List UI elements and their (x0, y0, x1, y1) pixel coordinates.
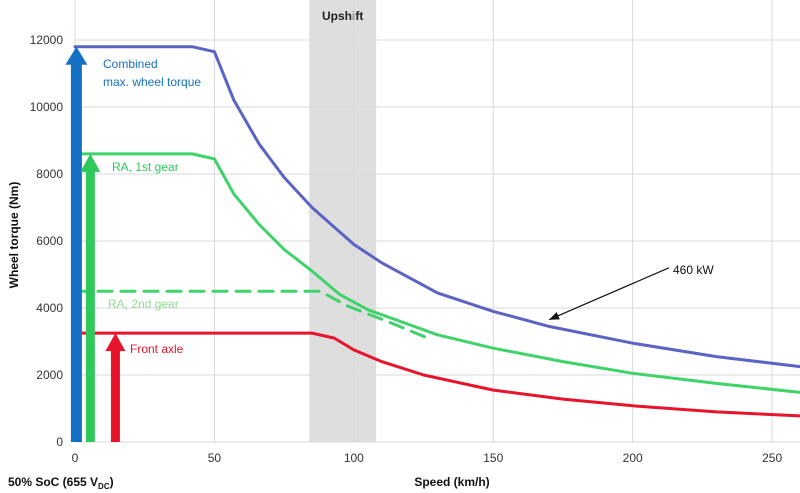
power-pointer-head (549, 312, 560, 320)
series-line-ra2 (73, 289, 434, 342)
power-pointer (548, 267, 670, 321)
arrow-head-ra1 (80, 153, 101, 172)
arrow-combined (65, 46, 88, 442)
power-pointer-line (548, 267, 670, 321)
annotation-combined-line2: max. wheel torque (103, 75, 201, 89)
y-axis-label: Wheel torque (Nm) (7, 182, 21, 289)
arrow-shaft-combined (70, 63, 82, 442)
x-tick-label: 0 (72, 451, 79, 465)
soc-label: 50% SoC (655 VDC) (8, 475, 114, 491)
series-line-ra1 (73, 152, 800, 394)
annotation-power: 460 kW (673, 263, 714, 277)
upshift-band (309, 0, 377, 442)
y-tick-label: 6000 (36, 234, 63, 248)
y-tick-label: 10000 (30, 100, 64, 114)
y-tick-label: 12000 (30, 33, 64, 47)
arrow-head-combined (65, 46, 88, 65)
arrow-shaft-front (110, 350, 120, 442)
annotation-ra2: RA, 2nd gear (108, 297, 179, 311)
x-tick-label: 100 (344, 451, 364, 465)
soc-label-close: ) (110, 475, 114, 489)
x-axis-label: Speed (km/h) (414, 475, 489, 489)
soc-label-main: 50% SoC (655 V (8, 475, 98, 489)
y-tick-label: 0 (56, 435, 63, 449)
series-line-combined (73, 45, 800, 369)
x-tick-label: 150 (483, 451, 503, 465)
arrow-ra1 (80, 153, 101, 442)
upshift-label: Upshift (322, 9, 363, 23)
arrow-head-front (105, 333, 126, 352)
annotation-front: Front axle (130, 342, 184, 356)
x-tick-label: 250 (762, 451, 782, 465)
soc-label-sub: DC (98, 482, 110, 491)
x-tick-label: 200 (623, 451, 643, 465)
x-tick-label: 50 (208, 451, 222, 465)
annotation-combined-line1: Combined (103, 57, 158, 71)
arrow-front (105, 333, 126, 442)
annotation-ra1: RA, 1st gear (112, 160, 179, 174)
y-tick-label: 8000 (36, 167, 63, 181)
series-line-front (73, 331, 800, 418)
y-tick-label: 2000 (36, 368, 63, 382)
arrow-shaft-ra1 (85, 170, 95, 442)
y-tick-label: 4000 (36, 301, 63, 315)
